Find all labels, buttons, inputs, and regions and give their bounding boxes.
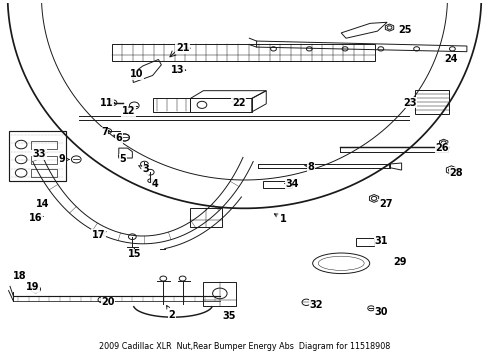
Text: 18: 18 <box>13 271 26 282</box>
Text: 34: 34 <box>284 179 298 189</box>
Text: 27: 27 <box>378 199 391 209</box>
Text: 12: 12 <box>122 106 135 116</box>
Text: 14: 14 <box>36 199 49 209</box>
Text: 1: 1 <box>274 214 286 224</box>
Bar <box>355 238 373 246</box>
Text: 10: 10 <box>130 69 143 80</box>
Text: 19: 19 <box>26 282 40 292</box>
Text: 28: 28 <box>448 168 462 178</box>
Text: 17: 17 <box>92 230 106 240</box>
Text: 25: 25 <box>397 26 411 35</box>
Text: 35: 35 <box>222 311 235 321</box>
Text: 31: 31 <box>373 236 387 246</box>
Text: 7: 7 <box>101 127 109 137</box>
Text: 5: 5 <box>118 154 126 165</box>
Text: 30: 30 <box>373 307 387 317</box>
Text: 29: 29 <box>393 257 406 267</box>
Text: 2009 Cadillac XLR  Nut,Rear Bumper Energy Abs  Diagram for 11518908: 2009 Cadillac XLR Nut,Rear Bumper Energy… <box>99 342 389 351</box>
Text: 16: 16 <box>29 213 43 223</box>
Bar <box>9 131 65 181</box>
Bar <box>31 141 57 149</box>
Text: 9: 9 <box>58 154 69 165</box>
Bar <box>111 44 374 61</box>
Text: 32: 32 <box>309 300 322 310</box>
Text: 13: 13 <box>171 65 185 75</box>
Text: 22: 22 <box>231 98 245 108</box>
Text: 3: 3 <box>139 165 148 174</box>
Text: 23: 23 <box>402 98 416 108</box>
Text: 11: 11 <box>100 98 114 108</box>
Text: 6: 6 <box>114 133 122 143</box>
Text: 8: 8 <box>304 162 314 171</box>
Bar <box>414 90 447 114</box>
Text: 21: 21 <box>176 43 189 53</box>
Text: 2: 2 <box>166 306 175 320</box>
Text: 15: 15 <box>127 249 141 260</box>
Text: 20: 20 <box>101 297 115 307</box>
Bar <box>190 208 222 227</box>
Bar <box>203 282 236 306</box>
Text: 26: 26 <box>433 143 447 153</box>
Bar <box>31 156 57 164</box>
Text: 33: 33 <box>33 149 47 159</box>
Text: 4: 4 <box>150 179 158 189</box>
Bar <box>31 169 57 177</box>
Text: 24: 24 <box>443 54 457 64</box>
